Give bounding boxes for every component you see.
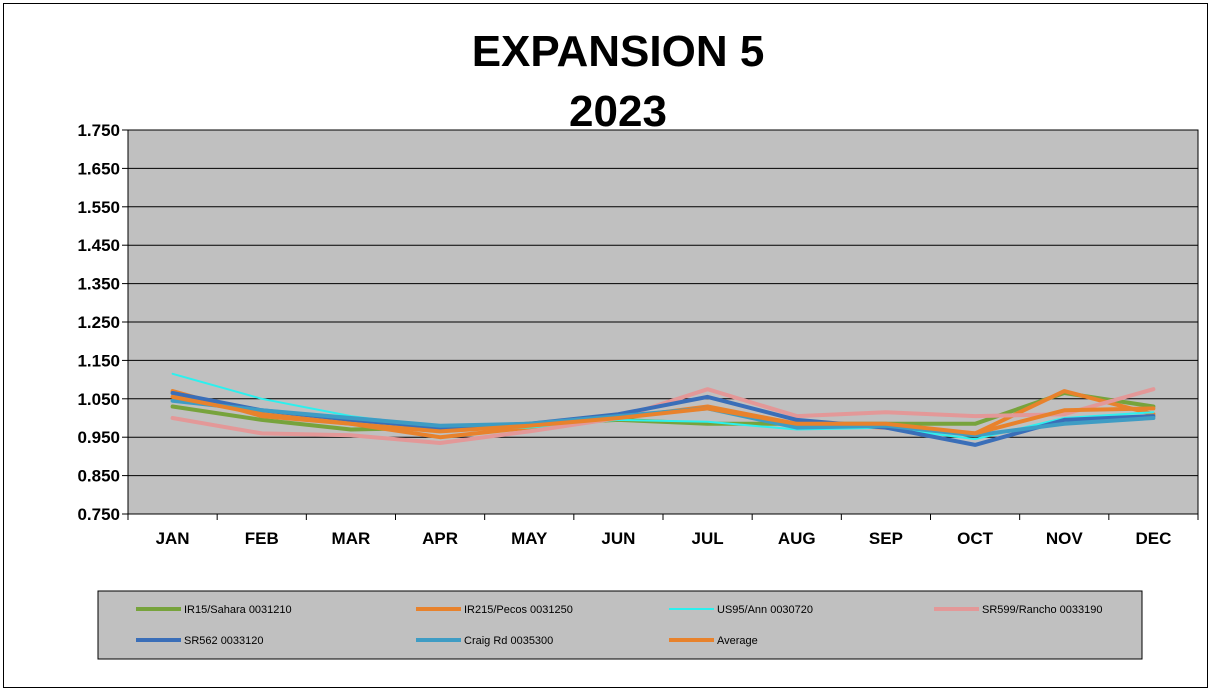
x-tick-label: OCT <box>957 529 994 548</box>
y-tick-label: 1.550 <box>77 198 120 217</box>
x-tick-label: APR <box>422 529 458 548</box>
y-tick-label: 1.450 <box>77 236 120 255</box>
legend-label: US95/Ann 0030720 <box>717 604 813 616</box>
y-tick-label: 0.950 <box>77 428 120 447</box>
x-tick-label: FEB <box>245 529 279 548</box>
series-line <box>171 372 1155 441</box>
y-tick-label: 1.050 <box>77 390 120 409</box>
chart-title: EXPANSION 5 <box>472 27 765 76</box>
x-tick-label: MAY <box>511 529 548 548</box>
legend-label: IR15/Sahara 0031210 <box>184 604 292 616</box>
x-tick-label: JAN <box>156 529 190 548</box>
y-tick-label: 1.350 <box>77 275 120 294</box>
legend-label: Average <box>717 635 758 647</box>
line-chart: EXPANSION 5 2023 0.750 0.850 0.950 1.050 1.1… <box>77 27 1199 660</box>
legend-label: Craig Rd 0035300 <box>464 635 553 647</box>
y-tick-label: 1.750 <box>77 121 120 140</box>
y-tick-label: 0.750 <box>77 505 120 524</box>
x-tick-label: JUL <box>692 529 724 548</box>
y-tick-label: 0.850 <box>77 467 120 486</box>
chart-subtitle: 2023 <box>569 87 667 136</box>
y-tick-label: 1.150 <box>77 351 120 370</box>
x-tick-label: SEP <box>869 529 903 548</box>
legend-label: SR562 0033120 <box>184 635 264 647</box>
y-tick-label: 1.250 <box>77 313 120 332</box>
x-tick-label: JUN <box>601 529 635 548</box>
chart-frame: EXPANSION 5 2023 0.750 0.850 0.950 1.050 1.1… <box>3 3 1208 688</box>
legend <box>97 590 1143 660</box>
x-tick-label: MAR <box>332 529 371 548</box>
x-tick-label: NOV <box>1046 529 1084 548</box>
x-tick-label: DEC <box>1135 529 1171 548</box>
y-tick-label: 1.650 <box>77 159 120 178</box>
legend-label: IR215/Pecos 0031250 <box>464 604 573 616</box>
legend-label: SR599/Rancho 0033190 <box>982 604 1102 616</box>
x-tick-label: AUG <box>778 529 816 548</box>
series-line <box>170 394 1156 436</box>
